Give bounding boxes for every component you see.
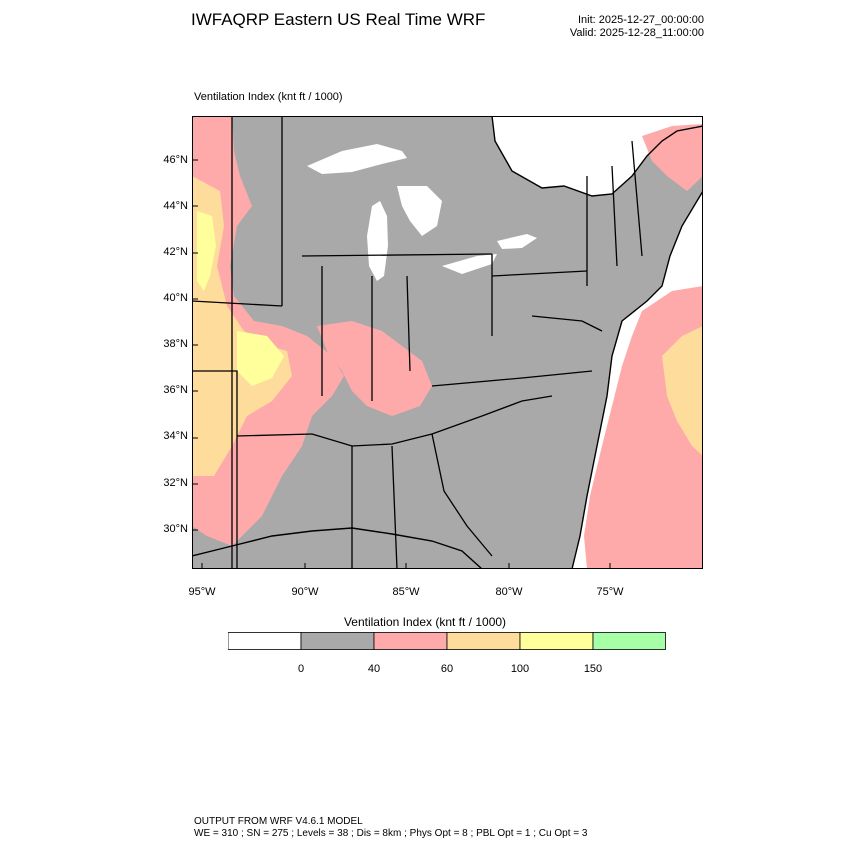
lat-label: 46°N (163, 154, 188, 166)
lat-label: 42°N (163, 246, 188, 258)
vi-60-100-west (192, 176, 292, 476)
vi-100-150-plains (237, 331, 284, 386)
lake-michigan (367, 201, 388, 281)
color-legend (228, 632, 666, 650)
vi-40-60-north-east (642, 124, 703, 191)
gulf-coast (192, 527, 483, 569)
legend-label: 40 (367, 663, 381, 675)
vi-100-150-west (197, 211, 216, 291)
lon-tick-marks (201, 563, 611, 569)
legend-label: 60 (440, 663, 454, 675)
legend-swatch (228, 632, 302, 650)
legend-swatch (300, 632, 375, 650)
lake-ontario (497, 234, 537, 249)
vi-40-60-kentucky (317, 321, 432, 416)
lat-label: 40°N (163, 292, 188, 304)
legend-swatch (373, 632, 448, 650)
model-info-line2: WE = 310 ; SN = 275 ; Levels = 38 ; Dis … (194, 828, 588, 839)
legend-swatch (592, 632, 666, 650)
valid-time: Valid: 2025-12-28_11:00:00 (569, 27, 704, 39)
lat-label: 30°N (163, 523, 188, 535)
lat-label: 36°N (163, 384, 188, 396)
lon-label: 90°W (291, 586, 319, 598)
lake-superior (307, 144, 407, 174)
lat-tick-marks (192, 159, 198, 531)
lat-label: 44°N (163, 200, 188, 212)
land-mass (192, 116, 703, 569)
lat-label: 38°N (163, 338, 188, 350)
ventilation-map (192, 116, 703, 569)
lat-label: 32°N (163, 477, 188, 489)
legend-swatch (446, 632, 521, 650)
lat-label: 34°N (163, 430, 188, 442)
init-time: Init: 2025-12-27_00:00:00 (578, 14, 704, 26)
lon-label: 85°W (392, 586, 420, 598)
legend-label: 150 (583, 663, 603, 675)
plot-title: IWFAQRP Eastern US Real Time WRF (191, 10, 486, 29)
map-subtitle: Ventilation Index (knt ft / 1000) (194, 91, 343, 103)
lon-label: 95°W (188, 586, 216, 598)
legend-label: 0 (297, 663, 305, 675)
model-info-line1: OUTPUT FROM WRF V4.6.1 MODEL (194, 816, 363, 827)
lon-label: 75°W (596, 586, 624, 598)
legend-swatch (519, 632, 594, 650)
legend-label: 100 (510, 663, 530, 675)
coastline (491, 116, 703, 569)
lon-label: 80°W (495, 586, 523, 598)
lake-erie (442, 254, 497, 274)
lake-huron (397, 186, 442, 236)
vi-60-100-ocean (662, 326, 703, 456)
legend-title: Ventilation Index (knt ft / 1000) (343, 615, 507, 629)
